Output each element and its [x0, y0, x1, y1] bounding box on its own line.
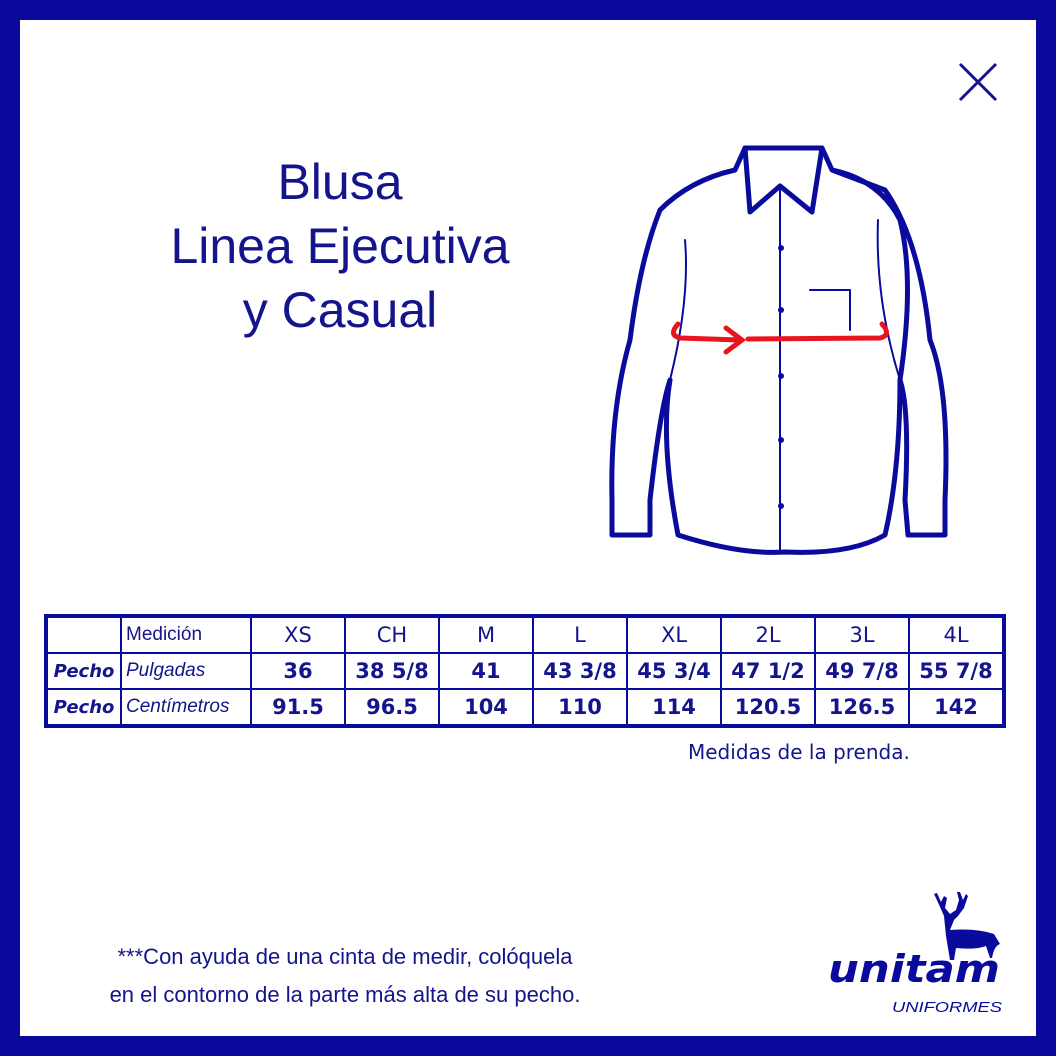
header-cell: CH	[344, 615, 440, 654]
value-cell: 110	[532, 688, 628, 727]
row-part: Pecho	[45, 688, 122, 727]
value-cell: 47 1/2	[720, 652, 816, 690]
table-header-row: Medición XS CH M L XL 2L 3L 4L	[45, 615, 1005, 654]
measuring-instructions: ***Con ayuda de una cinta de medir, coló…	[30, 938, 660, 1014]
value-cell: 38 5/8	[344, 652, 440, 690]
row-part: Pecho	[45, 652, 122, 690]
size-table: Medición XS CH M L XL 2L 3L 4L Pecho Pul…	[44, 614, 1006, 728]
logo-brand: unitam	[828, 947, 1000, 991]
header-cell: XL	[626, 615, 722, 654]
value-cell: 120.5	[720, 688, 816, 727]
header-cell: L	[532, 615, 628, 654]
red-chest-measure-arrow	[671, 321, 889, 355]
header-cell: M	[438, 615, 534, 654]
value-cell: 45 3/4	[626, 652, 722, 690]
size-chart-card	[20, 20, 1036, 1036]
logo-sub: UNIFORMES	[892, 999, 1002, 1016]
table-row: Pecho Pulgadas 36 38 5/8 41 43 3/8 45 3/…	[45, 652, 1005, 690]
value-cell: 96.5	[344, 688, 440, 727]
close-icon[interactable]	[958, 62, 998, 102]
garment-measure-note: Medidas de la prenda.	[688, 740, 910, 764]
unitam-logo: unitam UNIFORMES	[828, 892, 1002, 1016]
title-line: Blusa	[277, 154, 403, 210]
instruction-line: en el contorno de la parte más alta de s…	[109, 982, 581, 1007]
page-title: Blusa Linea Ejecutiva y Casual	[140, 150, 540, 342]
value-cell: 41	[438, 652, 534, 690]
value-cell: 91.5	[250, 688, 346, 727]
instruction-line: ***Con ayuda de una cinta de medir, coló…	[117, 944, 573, 969]
title-line: y Casual	[242, 282, 438, 338]
value-cell: 49 7/8	[814, 652, 910, 690]
value-cell: 126.5	[814, 688, 910, 727]
title-line: Linea Ejecutiva	[170, 218, 510, 274]
header-cell: XS	[250, 615, 346, 654]
header-cell	[45, 615, 122, 654]
header-cell: 4L	[908, 615, 1005, 654]
value-cell: 43 3/8	[532, 652, 628, 690]
shirt-illustration	[609, 145, 949, 555]
table-row: Pecho Centímetros 91.5 96.5 104 110 114 …	[45, 688, 1005, 727]
value-cell: 36	[250, 652, 346, 690]
row-unit: Centímetros	[120, 688, 252, 727]
deer-logo	[934, 892, 1000, 960]
row-unit: Pulgadas	[120, 652, 252, 690]
header-cell: Medición	[120, 615, 252, 654]
value-cell: 104	[438, 688, 534, 727]
value-cell: 142	[908, 688, 1005, 727]
value-cell: 55 7/8	[908, 652, 1005, 690]
header-cell: 3L	[814, 615, 910, 654]
value-cell: 114	[626, 688, 722, 727]
header-cell: 2L	[720, 615, 816, 654]
